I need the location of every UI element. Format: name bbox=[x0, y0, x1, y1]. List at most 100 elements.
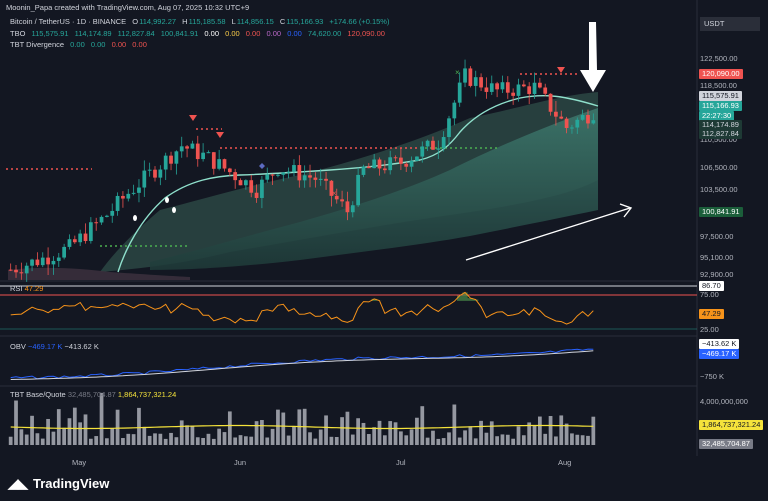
candle-body bbox=[174, 151, 179, 164]
obv-legend[interactable]: OBV −469.17 K −413.62 K bbox=[10, 342, 99, 351]
candle-body bbox=[441, 137, 446, 149]
volume-legend[interactable]: TBT Base/Quote 32,485,704.87 1,864,737,3… bbox=[10, 390, 176, 399]
volume-bar bbox=[495, 436, 499, 445]
volume-bar bbox=[313, 438, 318, 445]
cross-signal-marker: × bbox=[455, 68, 460, 77]
volume-bar bbox=[377, 420, 382, 445]
candle-body bbox=[14, 269, 18, 273]
price-tick: 95,100.00 bbox=[700, 253, 734, 262]
tbt-div-value: 0.00 bbox=[111, 40, 127, 49]
countdown-badge: 22:27:30 bbox=[699, 111, 735, 121]
candle-body bbox=[473, 77, 478, 86]
candle-body bbox=[99, 216, 104, 223]
volume-bar bbox=[297, 409, 302, 445]
volume-bar bbox=[249, 436, 254, 445]
volume-bar bbox=[56, 409, 61, 445]
signal-markers-group: ×× bbox=[133, 67, 565, 221]
candle-body bbox=[46, 257, 50, 265]
volume-bar bbox=[222, 432, 227, 445]
volume-bar bbox=[238, 435, 243, 445]
tbt-divergence-legend[interactable]: TBT Divergence 0.00 0.00 0.00 0.00 bbox=[10, 40, 151, 49]
candle-body bbox=[329, 180, 334, 196]
rsi-label: RSI bbox=[10, 284, 23, 293]
volume-bar bbox=[105, 438, 109, 445]
volume-value: 1,864,737,321.24 bbox=[117, 390, 177, 399]
volume-bar bbox=[83, 414, 88, 445]
obv-tick: −750 K bbox=[700, 372, 724, 381]
volume-bars-group bbox=[8, 392, 596, 445]
candle-body bbox=[83, 233, 88, 242]
volume-bar bbox=[24, 434, 29, 445]
candle-body bbox=[281, 172, 286, 175]
candle-body bbox=[372, 159, 377, 169]
candle-body bbox=[431, 140, 435, 150]
volume-average-line bbox=[10, 424, 594, 430]
ohlc-close: 115,166.93 bbox=[286, 17, 324, 26]
candle-body bbox=[19, 272, 24, 274]
tbo-long-badge: 100,841.91 bbox=[699, 207, 743, 217]
volume-bar bbox=[35, 433, 40, 445]
signal-dot-marker bbox=[165, 197, 169, 203]
ohlc-o-label: O bbox=[132, 17, 139, 26]
ohlc-c-label: C bbox=[279, 17, 286, 26]
candle-body bbox=[131, 192, 136, 194]
volume-bar bbox=[575, 434, 580, 445]
candle-body bbox=[447, 118, 451, 138]
volume-bar bbox=[473, 438, 478, 445]
volume-bar bbox=[211, 438, 216, 445]
candle-body bbox=[377, 159, 382, 169]
rsi-legend[interactable]: RSI 47.29 bbox=[10, 284, 43, 293]
volume-bar bbox=[308, 432, 312, 445]
tbo-value: 120,090.00 bbox=[347, 29, 385, 38]
candle-body bbox=[35, 259, 40, 266]
cross-signal-marker: × bbox=[332, 189, 337, 198]
candle-body bbox=[51, 260, 56, 265]
volume-bar bbox=[174, 437, 179, 445]
currency-button[interactable]: USDT bbox=[700, 17, 760, 31]
candle-body bbox=[244, 180, 248, 186]
volume-bar bbox=[233, 437, 238, 445]
price-tick: 118,500.00 bbox=[700, 81, 737, 90]
candle-body bbox=[436, 148, 441, 150]
candle-body bbox=[153, 169, 157, 178]
sell-signal-marker bbox=[557, 67, 565, 73]
tbo-legend[interactable]: TBO 115,575.91 114,174.89 112,827.84 100… bbox=[10, 29, 389, 38]
volume-bar bbox=[158, 433, 163, 445]
tradingview-brand[interactable]: ◢◣ TradingView bbox=[8, 476, 109, 492]
candle-body bbox=[270, 174, 275, 176]
volume-bar bbox=[88, 438, 93, 445]
volume-bar bbox=[538, 416, 542, 445]
candle-body bbox=[350, 205, 355, 213]
volume-bar bbox=[244, 436, 248, 445]
candle-body bbox=[554, 111, 558, 117]
volume-bar bbox=[115, 409, 120, 445]
candle-body bbox=[8, 269, 13, 271]
volume-bar bbox=[591, 416, 596, 445]
candle-body bbox=[222, 159, 227, 169]
obv-signal-line bbox=[10, 350, 594, 380]
volume-bar bbox=[436, 438, 441, 445]
candle-body bbox=[575, 119, 580, 128]
candle-body bbox=[457, 82, 462, 103]
candle-body bbox=[169, 155, 173, 164]
candle-body bbox=[206, 152, 211, 154]
volume-bar bbox=[580, 435, 585, 445]
candle-body bbox=[158, 169, 163, 178]
date-label: Jul bbox=[396, 458, 406, 467]
candle-body bbox=[356, 174, 360, 206]
candle-body bbox=[163, 155, 168, 170]
volume-bar bbox=[99, 392, 104, 445]
rsi-current-badge: 47.29 bbox=[699, 309, 724, 319]
date-label: May bbox=[72, 458, 87, 467]
candle-body bbox=[538, 82, 542, 88]
symbol-legend[interactable]: Bitcoin / TetherUS · 1D · BINANCE O114,9… bbox=[10, 17, 393, 26]
candle-body bbox=[388, 157, 393, 171]
candle-body bbox=[559, 116, 564, 119]
volume-bar bbox=[479, 420, 483, 445]
candle-body bbox=[94, 222, 99, 224]
candle-body bbox=[452, 102, 457, 119]
volume-bar bbox=[185, 425, 189, 445]
tbo-value: 0.00 bbox=[266, 29, 282, 38]
obv-label: OBV bbox=[10, 342, 26, 351]
